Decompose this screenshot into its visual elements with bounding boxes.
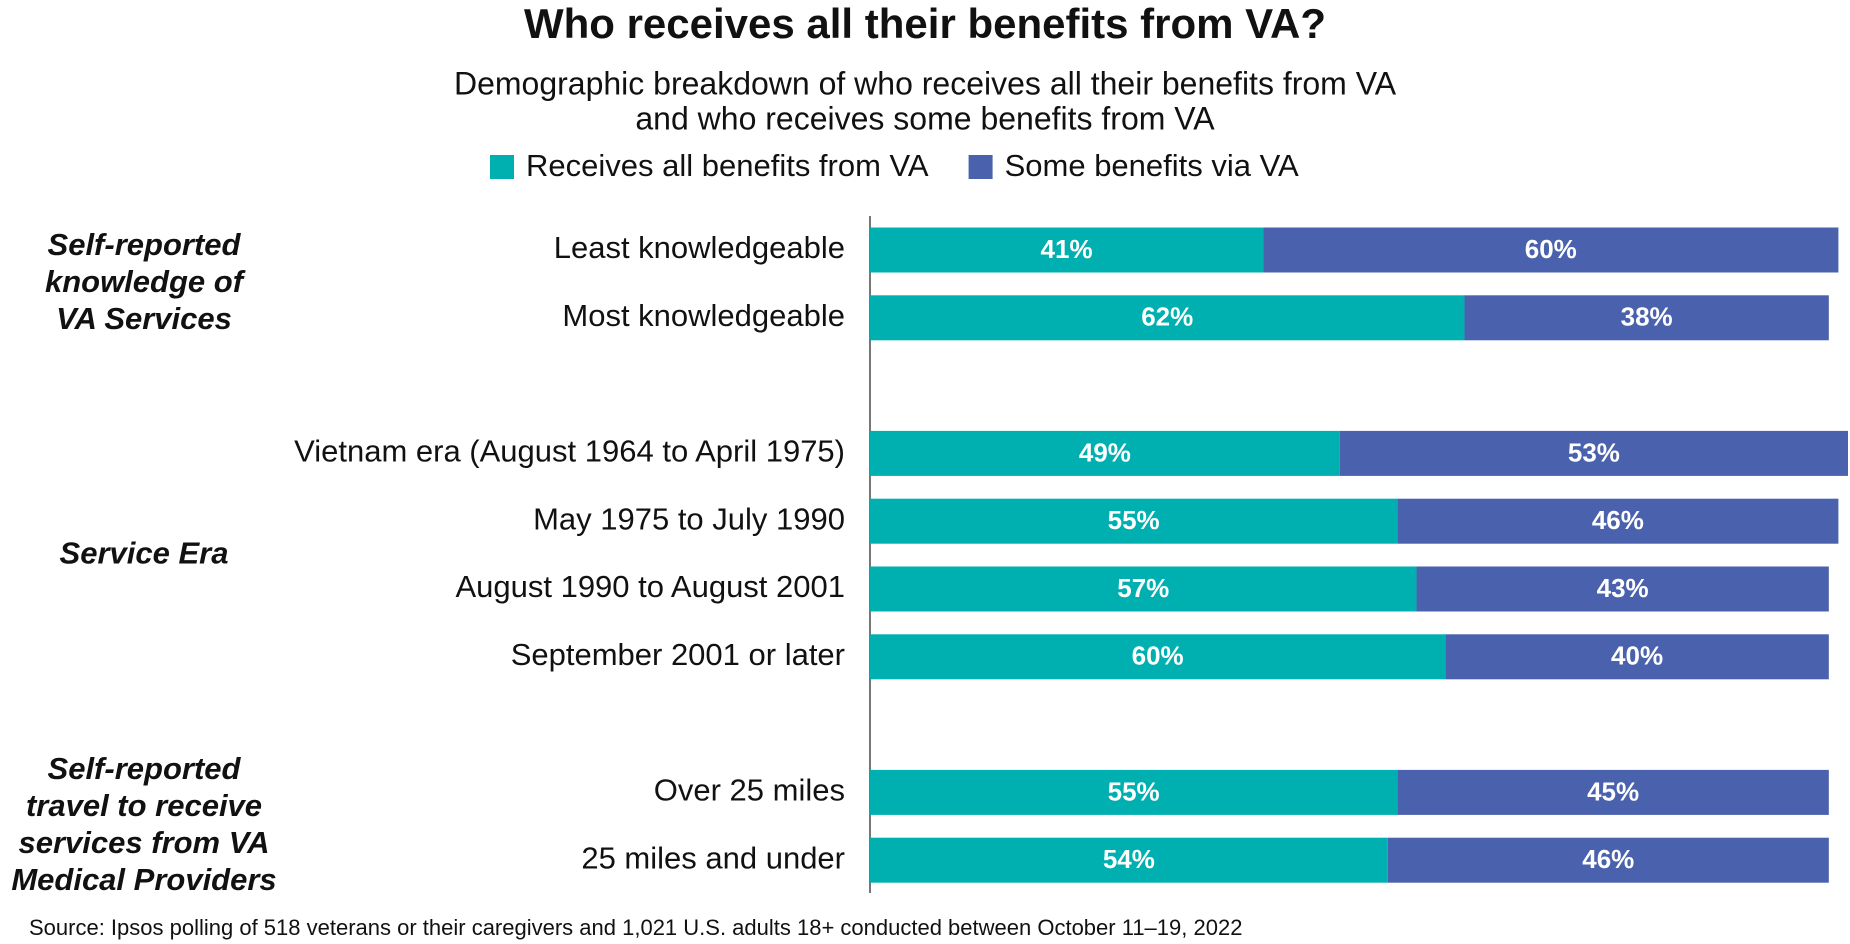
category-label: Most knowledgeable	[562, 298, 845, 333]
group-label: Self-reported	[48, 227, 242, 262]
bar-segment	[1397, 498, 1839, 544]
legend-label: Receives all benefits from VA	[526, 148, 929, 183]
legend-label: Some benefits via VA	[1005, 148, 1299, 183]
category-label: Least knowledgeable	[554, 230, 845, 265]
group-label: services from VA	[19, 825, 270, 860]
value-label: 55%	[1108, 505, 1160, 535]
group-label: travel to receive	[26, 788, 262, 823]
bar-segment	[1387, 837, 1829, 883]
value-label: 54%	[1103, 844, 1155, 874]
category-label: August 1990 to August 2001	[455, 569, 845, 604]
category-label: 25 miles and under	[581, 840, 845, 875]
source-note: Source: Ipsos polling of 518 veterans or…	[29, 915, 1242, 940]
value-label: 46%	[1582, 844, 1634, 874]
value-label: 46%	[1592, 505, 1644, 535]
bar-segment	[870, 566, 1417, 612]
group-label: Service Era	[60, 535, 229, 570]
legend-swatch	[968, 155, 993, 179]
bar-segment	[1445, 634, 1829, 680]
bar-segment	[870, 295, 1465, 341]
value-label: 45%	[1587, 776, 1639, 806]
bar-segment	[870, 430, 1340, 476]
bar-segment	[870, 227, 1264, 273]
bar-segment	[1416, 566, 1829, 612]
category-label: Vietnam era (August 1964 to April 1975)	[294, 434, 845, 469]
chart-subtitle: and who receives some benefits from VA	[635, 100, 1215, 136]
value-label: 62%	[1141, 302, 1193, 332]
category-label: May 1975 to July 1990	[533, 501, 845, 536]
bar-segment	[1263, 227, 1839, 273]
group-label: Medical Providers	[11, 862, 276, 897]
bar-segment	[1397, 769, 1829, 815]
legend-swatch	[490, 155, 514, 179]
category-label: Over 25 miles	[654, 773, 845, 808]
value-label: 41%	[1041, 234, 1093, 264]
value-label: 38%	[1621, 302, 1673, 332]
bar-segment	[1464, 295, 1829, 341]
category-label: September 2001 or later	[511, 637, 845, 672]
group-label: knowledge of	[45, 264, 246, 299]
chart-subtitle: Demographic breakdown of who receives al…	[454, 65, 1397, 101]
bar-segment	[1339, 430, 1848, 476]
value-label: 53%	[1568, 437, 1620, 467]
bar-segment	[870, 769, 1398, 815]
value-label: 55%	[1108, 776, 1160, 806]
bar-segment	[870, 634, 1446, 680]
bar-segment	[870, 837, 1388, 883]
group-label: Self-reported	[48, 751, 242, 786]
value-label: 60%	[1525, 234, 1577, 264]
group-label: VA Services	[56, 301, 232, 336]
value-label: 57%	[1117, 573, 1169, 603]
value-label: 60%	[1132, 641, 1184, 671]
value-label: 43%	[1597, 573, 1649, 603]
value-label: 40%	[1611, 641, 1663, 671]
value-label: 49%	[1079, 437, 1131, 467]
chart-title: Who receives all their benefits from VA?	[524, 0, 1326, 47]
bar-segment	[870, 498, 1398, 544]
